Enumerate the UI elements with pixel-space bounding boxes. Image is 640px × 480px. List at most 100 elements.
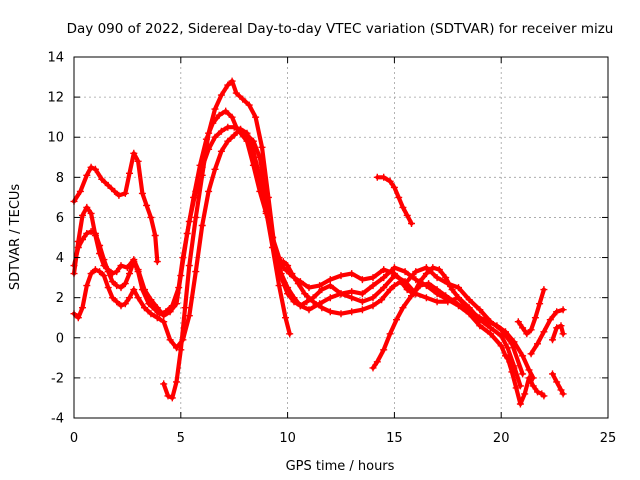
data-point (100, 272, 108, 280)
data-point (205, 129, 213, 137)
data-point (224, 137, 232, 145)
data-point (358, 306, 366, 314)
data-point (497, 342, 505, 350)
data-point (510, 338, 518, 346)
data-point (326, 276, 334, 284)
data-point (301, 290, 309, 298)
series-line (71, 127, 292, 350)
data-point (138, 189, 146, 197)
data-point (519, 370, 527, 378)
data-point (484, 318, 492, 326)
data-point (557, 322, 565, 330)
data-point (222, 107, 230, 115)
data-point (279, 258, 287, 266)
data-point (523, 330, 531, 338)
data-point (318, 304, 326, 312)
data-point (164, 392, 172, 400)
series-track-9 (514, 286, 548, 338)
data-point (168, 394, 176, 402)
data-point (211, 105, 219, 113)
data-point (390, 272, 398, 280)
data-point (553, 308, 561, 316)
data-point (286, 330, 294, 338)
data-point (514, 318, 522, 326)
y-tick-label: 10 (47, 131, 64, 146)
data-point (117, 262, 125, 270)
data-point (175, 284, 183, 292)
data-point (549, 336, 556, 344)
data-point (166, 336, 174, 344)
data-point (258, 143, 266, 151)
data-point (540, 286, 548, 294)
data-point (508, 368, 516, 376)
data-point (305, 306, 313, 314)
data-point (145, 300, 153, 308)
data-point (104, 268, 112, 276)
data-point (138, 286, 146, 294)
data-point (290, 294, 298, 302)
data-point (230, 123, 238, 131)
series-line (505, 355, 546, 407)
data-point (326, 308, 334, 316)
data-point (467, 308, 475, 316)
data-point (126, 270, 133, 278)
data-point (296, 302, 304, 310)
data-point (559, 306, 567, 314)
data-point (284, 262, 292, 270)
x-axis-label: GPS time / hours (286, 459, 395, 474)
series-line (71, 125, 523, 388)
data-point (153, 258, 161, 266)
data-point (516, 382, 524, 390)
data-point (185, 218, 193, 225)
data-point (288, 270, 296, 278)
data-point (177, 346, 185, 354)
data-point (401, 268, 409, 276)
data-point (531, 314, 539, 322)
data-point (87, 209, 95, 217)
data-point (422, 264, 430, 272)
data-point (559, 330, 567, 338)
series-track-10 (504, 354, 548, 408)
data-point (476, 314, 484, 322)
data-point (348, 308, 356, 316)
data-point (117, 284, 125, 292)
data-point (326, 282, 334, 290)
data-point (74, 314, 82, 322)
data-point (369, 302, 377, 310)
data-point (237, 125, 245, 133)
data-point (540, 392, 548, 400)
data-point (160, 380, 168, 388)
data-point (100, 256, 108, 264)
x-tick-label: 20 (493, 431, 510, 446)
data-point (380, 346, 388, 354)
x-tick-label: 0 (70, 431, 78, 446)
data-point (497, 332, 505, 340)
data-point (348, 270, 356, 278)
data-point (549, 370, 556, 378)
series-track-8 (369, 280, 537, 382)
data-point (504, 344, 512, 352)
data-point (373, 173, 381, 181)
data-point (442, 292, 450, 300)
data-point (96, 242, 104, 249)
x-tick-label: 5 (177, 431, 185, 446)
data-point (399, 304, 407, 312)
data-point (143, 201, 151, 209)
data-point (546, 316, 554, 324)
data-point (162, 308, 170, 316)
data-point (232, 89, 240, 97)
data-point (185, 312, 193, 320)
data-point (435, 266, 443, 274)
data-point (448, 286, 456, 294)
data-point (91, 266, 99, 274)
data-point (130, 286, 138, 294)
data-point (358, 290, 366, 298)
data-point (228, 113, 236, 121)
data-point (113, 268, 121, 276)
data-point (502, 328, 509, 336)
data-point (487, 330, 494, 338)
data-point (525, 374, 533, 382)
y-tick-label: 2 (56, 291, 64, 306)
data-point (429, 264, 437, 272)
